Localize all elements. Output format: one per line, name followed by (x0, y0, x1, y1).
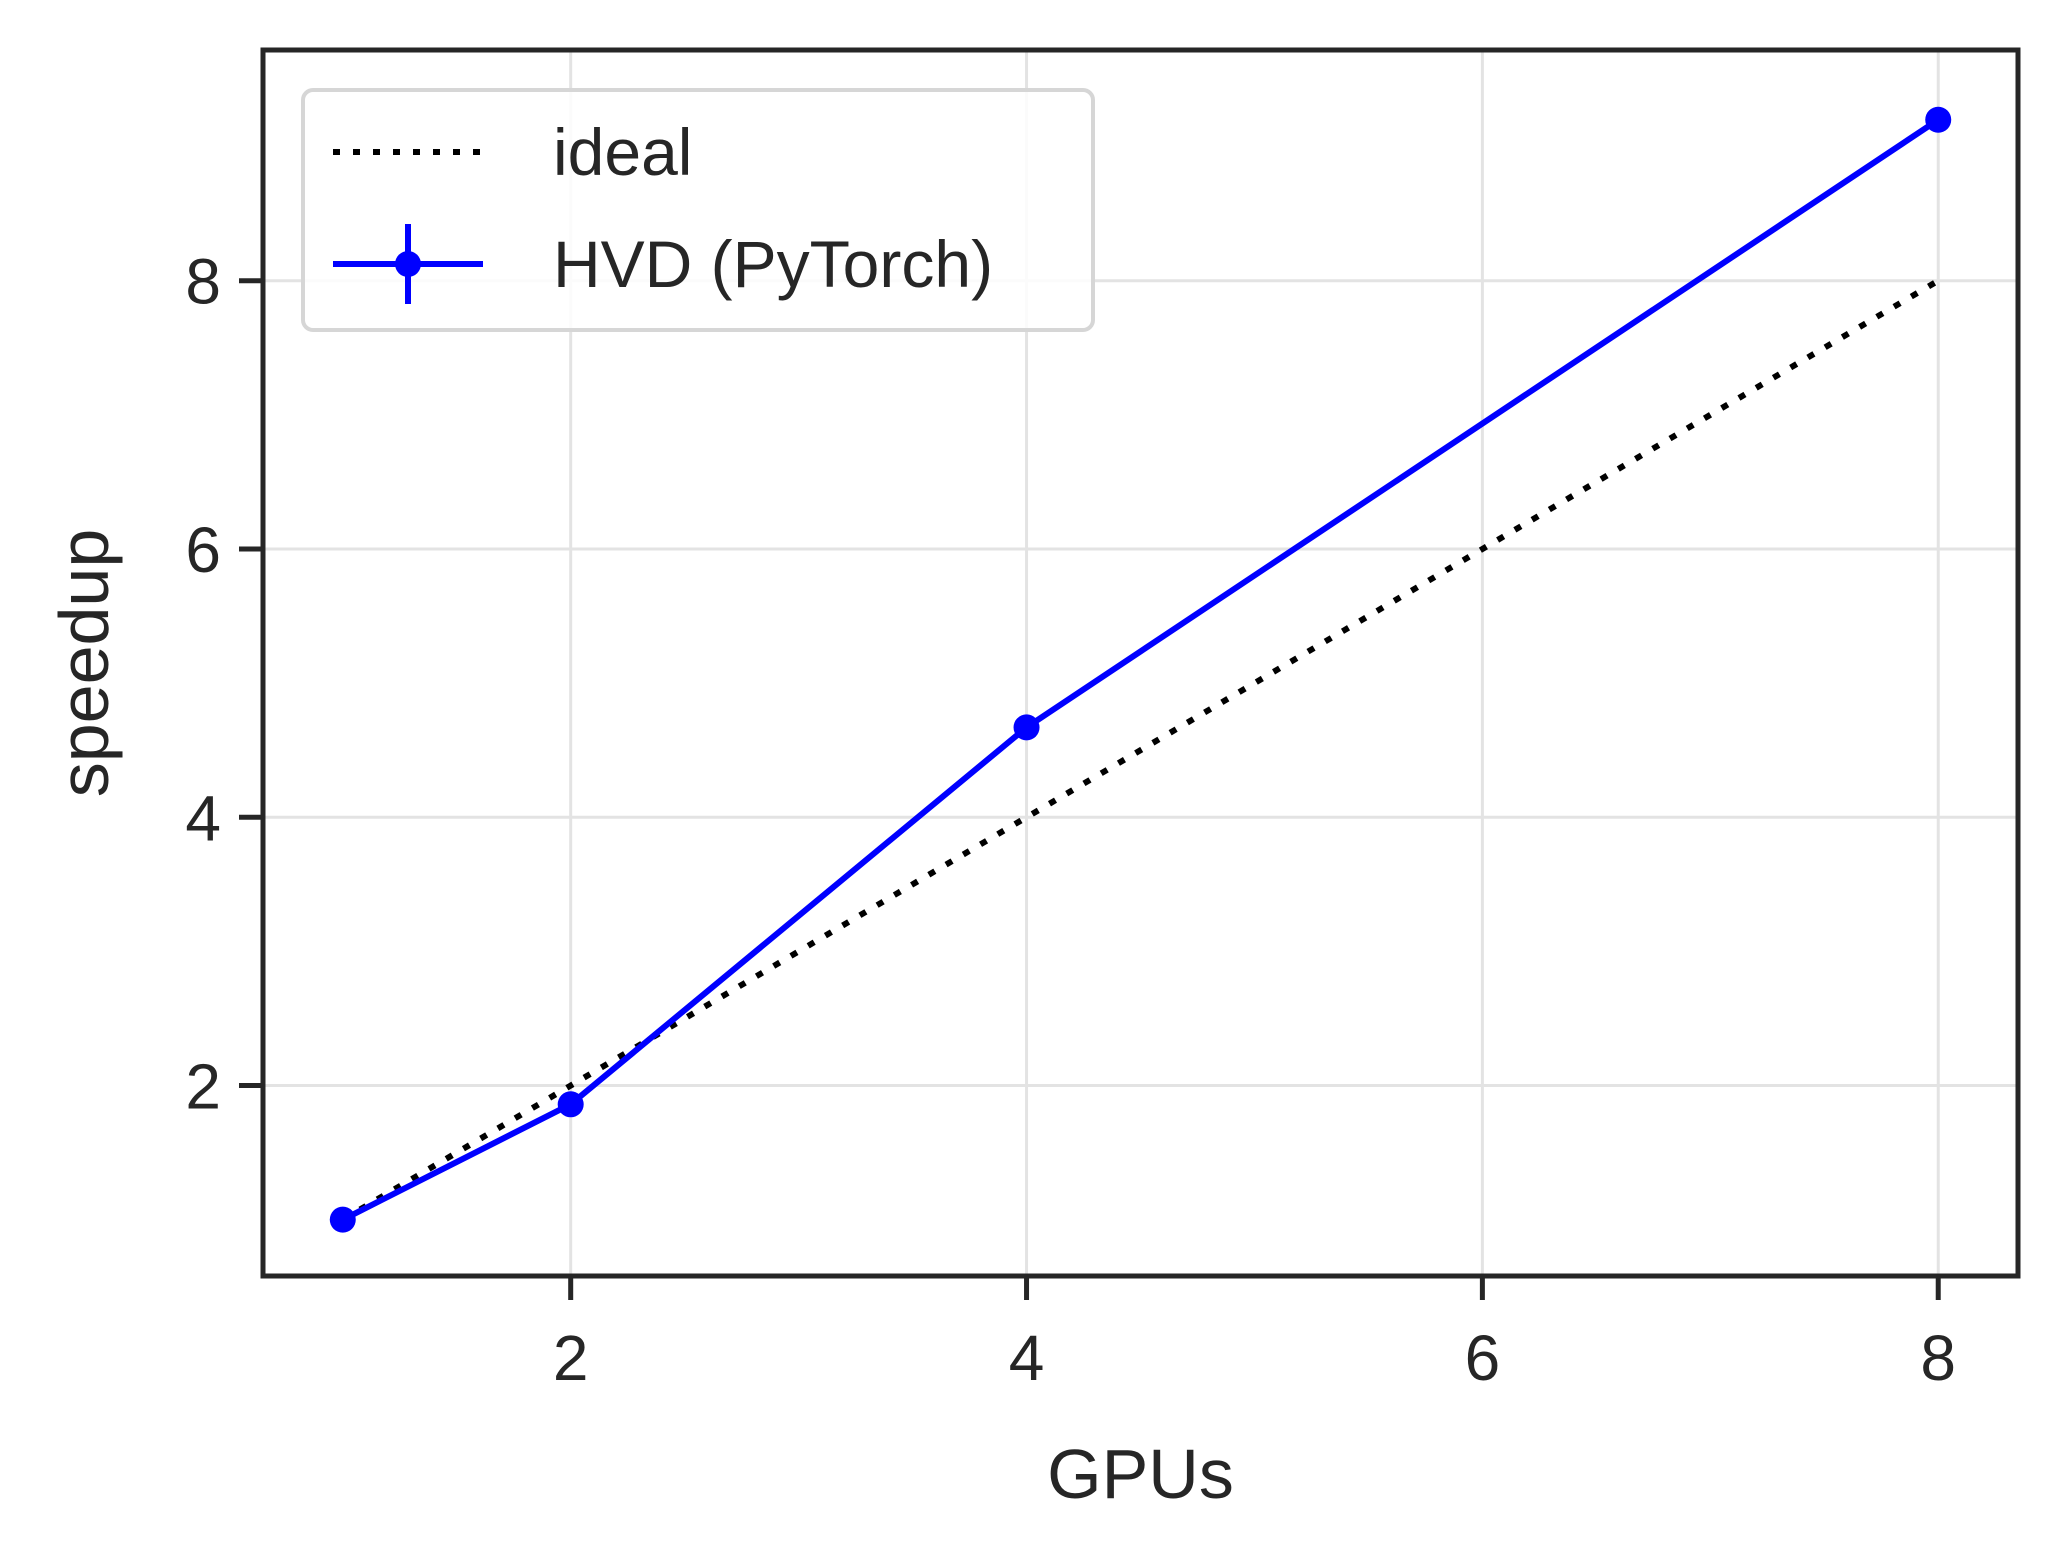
x-tick-label: 2 (553, 1322, 589, 1394)
y-axis-label: speedup (45, 529, 123, 798)
data-point (557, 1091, 584, 1118)
x-tick-label: 6 (1465, 1322, 1501, 1394)
data-point (1013, 714, 1040, 741)
legend-marker (395, 251, 421, 277)
x-tick-label: 8 (1920, 1322, 1956, 1394)
data-point (329, 1206, 356, 1233)
y-tick-label: 6 (185, 514, 221, 586)
x-tick-label: 4 (1009, 1322, 1045, 1394)
series-layer (329, 106, 1952, 1233)
series-line-2 (341, 117, 1940, 1223)
y-tick-label: 2 (185, 1051, 221, 1123)
axis-ticks: 2 4 6 8 2 4 6 8 (185, 246, 1956, 1394)
legend-label-2: HVD (PyTorch) (553, 227, 993, 301)
series-line-1 (341, 278, 1940, 1223)
data-point (1925, 106, 1952, 133)
legend-label-1: ideal (553, 115, 692, 189)
x-axis-label: GPUs (1047, 1435, 1234, 1513)
y-tick-label: 4 (185, 782, 221, 854)
legend-box (301, 88, 1095, 332)
legend: ideal HVD (PyTorch) (301, 88, 1095, 332)
plot-frame (260, 47, 2021, 1279)
y-tick-label: 8 (185, 246, 221, 318)
